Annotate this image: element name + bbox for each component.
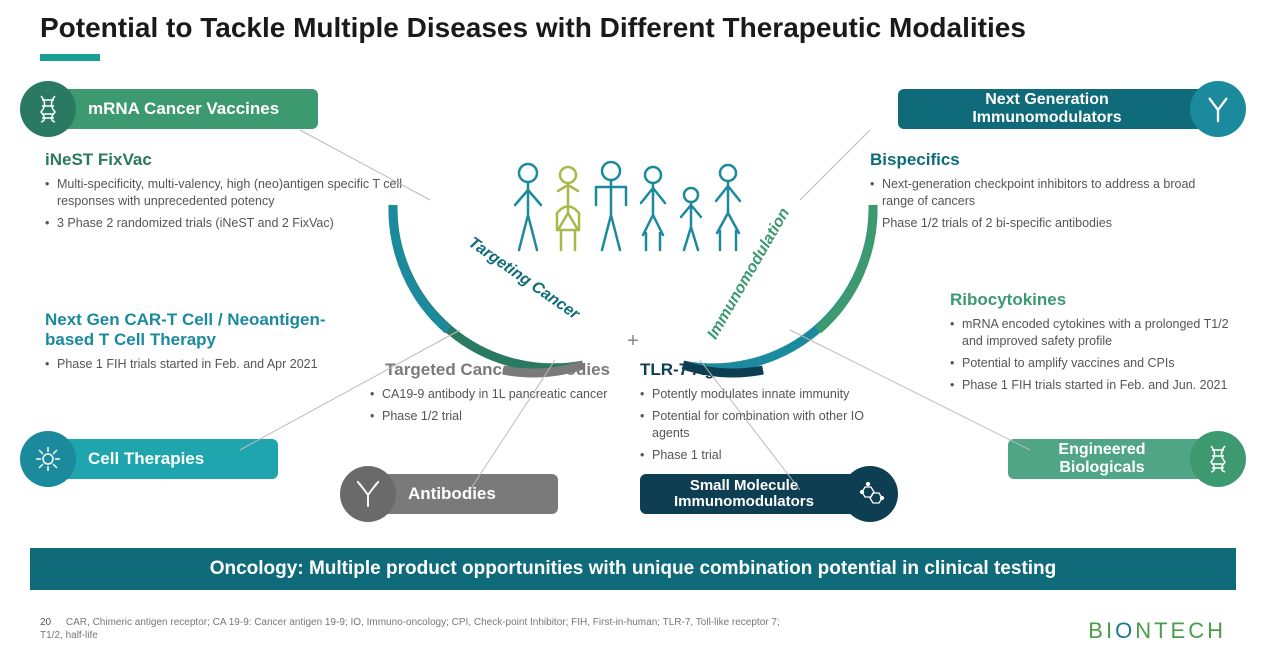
dna-icon [1190, 431, 1246, 487]
mrna-title: iNeST FixVac [45, 150, 425, 170]
pill-engineered: Engineered Biologicals [1008, 435, 1246, 483]
engineered-bullet: mRNA encoded cytokines with a prolonged … [950, 316, 1240, 350]
plus-sign: + [627, 330, 639, 353]
antibody-y-icon [1190, 81, 1246, 137]
pill-mrna: mRNA Cancer Vaccines [20, 85, 318, 133]
smallmol-bullet: Phase 1 trial [640, 447, 890, 464]
pill-nextgen: Next Generation Immunomodulators [898, 85, 1246, 133]
block-nextgen: Bispecifics Next-generation checkpoint i… [870, 150, 1230, 237]
pill-smallmol-label: Small Molecule Immunomodulators [640, 474, 860, 514]
cell-bullet: Phase 1 FIH trials started in Feb. and A… [45, 356, 365, 373]
dna-icon [20, 81, 76, 137]
pill-antibodies: Antibodies [340, 470, 558, 518]
engineered-bullet: Phase 1 FIH trials started in Feb. and J… [950, 377, 1240, 394]
nextgen-title: Bispecifics [870, 150, 1230, 170]
block-engineered: Ribocytokines mRNA encoded cytokines wit… [950, 290, 1240, 399]
pill-cell: Cell Therapies [20, 435, 278, 483]
title-underline [40, 54, 100, 61]
biontech-logo: BIONTECH [1088, 618, 1226, 644]
cell-title: Next Gen CAR-T Cell / Neoantigen-based T… [45, 310, 365, 350]
antibody-icon [340, 466, 396, 522]
bottom-banner: Oncology: Multiple product opportunities… [30, 548, 1236, 590]
footnote: 20 CAR, Chimeric antigen receptor; CA 19… [40, 616, 790, 642]
footnote-text: CAR, Chimeric antigen receptor; CA 19-9:… [40, 617, 780, 641]
pill-smallmol: Small Molecule Immunomodulators [640, 470, 898, 518]
engineered-bullet: Potential to amplify vaccines and CPIs [950, 355, 1240, 372]
pill-nextgen-label: Next Generation Immunomodulators [898, 89, 1208, 129]
center-diagram: Targeting Cancer Immunomodulation + [373, 155, 893, 435]
engineered-title: Ribocytokines [950, 290, 1240, 310]
pill-mrna-label: mRNA Cancer Vaccines [58, 89, 318, 129]
block-cell: Next Gen CAR-T Cell / Neoantigen-based T… [45, 310, 365, 378]
nextgen-bullet: Phase 1/2 trials of 2 bi-specific antibo… [870, 215, 1230, 232]
pill-antibodies-label: Antibodies [378, 474, 558, 514]
page-number: 20 [40, 616, 51, 629]
pill-cell-label: Cell Therapies [58, 439, 278, 479]
nextgen-bullet: Next-generation checkpoint inhibitors to… [870, 176, 1230, 210]
molecule-icon [842, 466, 898, 522]
slide-title: Potential to Tackle Multiple Diseases wi… [40, 12, 1026, 44]
arc-left [363, 185, 623, 425]
cell-icon [20, 431, 76, 487]
pill-engineered-label: Engineered Biologicals [1008, 439, 1208, 479]
